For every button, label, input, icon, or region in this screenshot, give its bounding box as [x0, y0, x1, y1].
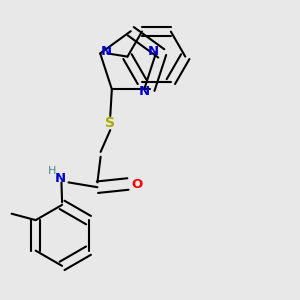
Text: N: N: [139, 85, 150, 98]
Text: N: N: [55, 172, 66, 185]
Text: N: N: [100, 45, 112, 58]
Text: S: S: [105, 116, 115, 130]
Text: N: N: [148, 45, 159, 58]
Text: H: H: [48, 166, 56, 176]
Text: O: O: [131, 178, 142, 190]
